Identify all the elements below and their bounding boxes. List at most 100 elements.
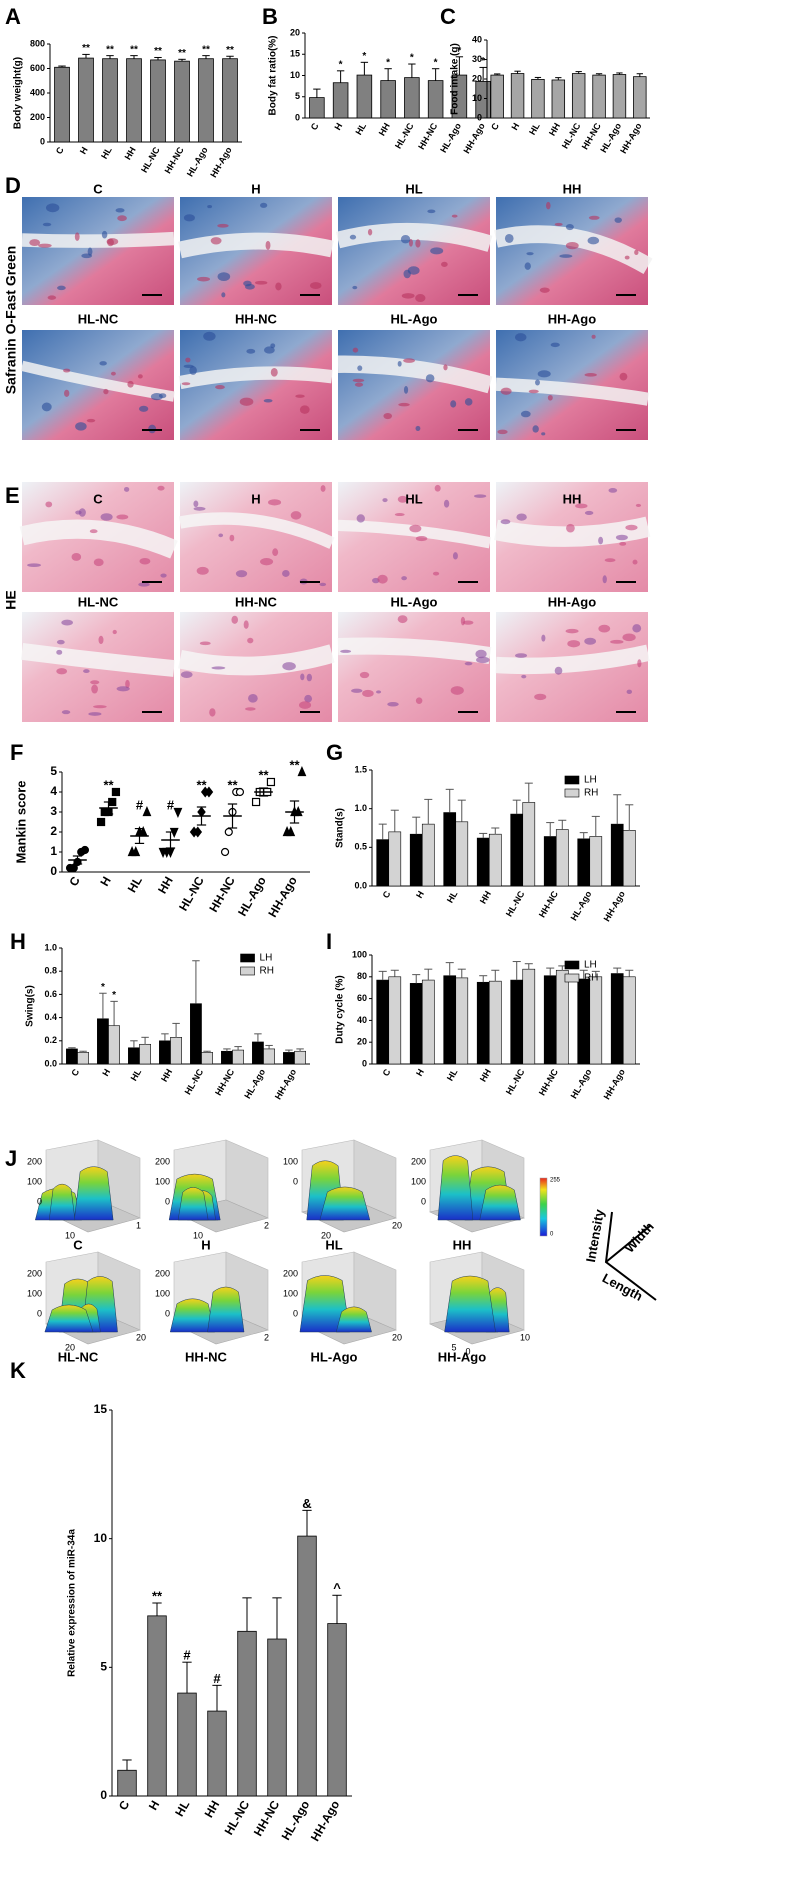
pressure-peak [319, 1186, 371, 1221]
bar [610, 973, 624, 1065]
data-point [131, 846, 141, 857]
cell [207, 205, 213, 209]
cell [180, 671, 193, 679]
cell [584, 373, 597, 377]
cell [116, 686, 130, 692]
significance-label: ** [178, 48, 186, 59]
group-label: H [251, 181, 260, 196]
joint-space [178, 512, 335, 549]
x-tick-label: C [116, 1798, 133, 1813]
cell [565, 628, 579, 634]
y-tick-label: 600 [30, 63, 45, 73]
x-tick-label: HH-Ago [602, 889, 628, 923]
bar [622, 976, 636, 1065]
x-tick-label: 10 [193, 1230, 203, 1240]
cell [221, 292, 226, 298]
group-label: C [93, 491, 103, 506]
y-tick-label: 200 [30, 112, 45, 122]
cell [514, 333, 527, 342]
cell [626, 689, 633, 695]
data-point [224, 827, 233, 837]
cell [403, 358, 415, 363]
cell [270, 367, 278, 377]
cell [254, 280, 268, 285]
group-label: HH-Ago [548, 311, 596, 326]
z-tick-label: 200 [155, 1156, 170, 1166]
group-label: HL [405, 181, 422, 196]
x-tick-label: 20 [65, 1342, 75, 1352]
cell [602, 575, 607, 584]
significance-label: & [302, 1496, 311, 1511]
x-tick-label: HH-NC [251, 1798, 283, 1839]
cell [215, 385, 225, 390]
x-tick-label: HH [547, 121, 562, 137]
significance-label: * [410, 53, 414, 64]
group-label: HL-NC [58, 1349, 99, 1364]
y-tick-label: 0.5 [354, 842, 367, 852]
cell [383, 413, 393, 420]
panel-letter: J [5, 1146, 17, 1171]
cell [217, 272, 231, 282]
data-point [235, 787, 245, 797]
z-tick-label: 100 [27, 1176, 42, 1186]
bar [263, 1048, 275, 1065]
colorbar-max: 255 [550, 1178, 561, 1184]
bar [589, 836, 603, 887]
x-tick-label: HL [172, 1798, 192, 1819]
group-label: H [251, 491, 260, 506]
cell [295, 394, 305, 398]
significance-label: * [101, 982, 105, 993]
bar [198, 58, 214, 143]
significance-label: # [167, 797, 175, 812]
x-tick-label: HH [202, 1798, 223, 1820]
cell [117, 215, 127, 222]
data-point [266, 777, 276, 787]
axis-name: Width [622, 1219, 657, 1256]
x-tick-label: C [54, 145, 66, 156]
bar [380, 80, 396, 119]
cell [45, 203, 60, 213]
pressure-peak [48, 1183, 76, 1221]
bar [150, 59, 166, 143]
legend-label: RH [584, 973, 598, 984]
micrograph [178, 612, 335, 722]
cell [181, 382, 191, 386]
x-tick-label: HL-Ago [438, 121, 463, 155]
cell [559, 254, 573, 258]
y-tick-label: 5 [295, 91, 300, 101]
cell [78, 508, 86, 517]
micrograph [495, 612, 650, 722]
cell [185, 357, 191, 363]
cell [460, 616, 466, 626]
cell [352, 347, 359, 353]
x-tick-label: H [146, 1798, 162, 1813]
z-tick-label: 0 [293, 1176, 298, 1186]
cell [89, 529, 98, 534]
bar [455, 977, 469, 1065]
bar [126, 58, 142, 143]
significance-label: ** [154, 46, 162, 57]
significance-label: * [112, 990, 116, 1001]
y-tick-label: 1.0 [354, 803, 367, 813]
x-tick-label: HL [445, 1067, 460, 1083]
cell [566, 523, 575, 533]
y-axis-title: Duty cycle (%) [335, 975, 346, 1043]
cell [304, 694, 313, 703]
bar [592, 74, 606, 119]
cell [75, 510, 82, 515]
cell [244, 283, 255, 290]
group-label: HH [563, 181, 582, 196]
bar [297, 1535, 317, 1797]
data-point [251, 797, 261, 807]
cell [532, 425, 539, 433]
joint-space [19, 519, 178, 559]
joint-space [21, 231, 175, 248]
legend-swatch [240, 966, 255, 976]
y-tick-label: 800 [30, 38, 45, 48]
pressure-peak [299, 1275, 351, 1333]
x-tick-label: H [414, 889, 426, 900]
group-label: HL [405, 491, 422, 506]
cell [587, 236, 600, 245]
z-tick-label: 0 [165, 1308, 170, 1318]
cell [218, 533, 224, 538]
